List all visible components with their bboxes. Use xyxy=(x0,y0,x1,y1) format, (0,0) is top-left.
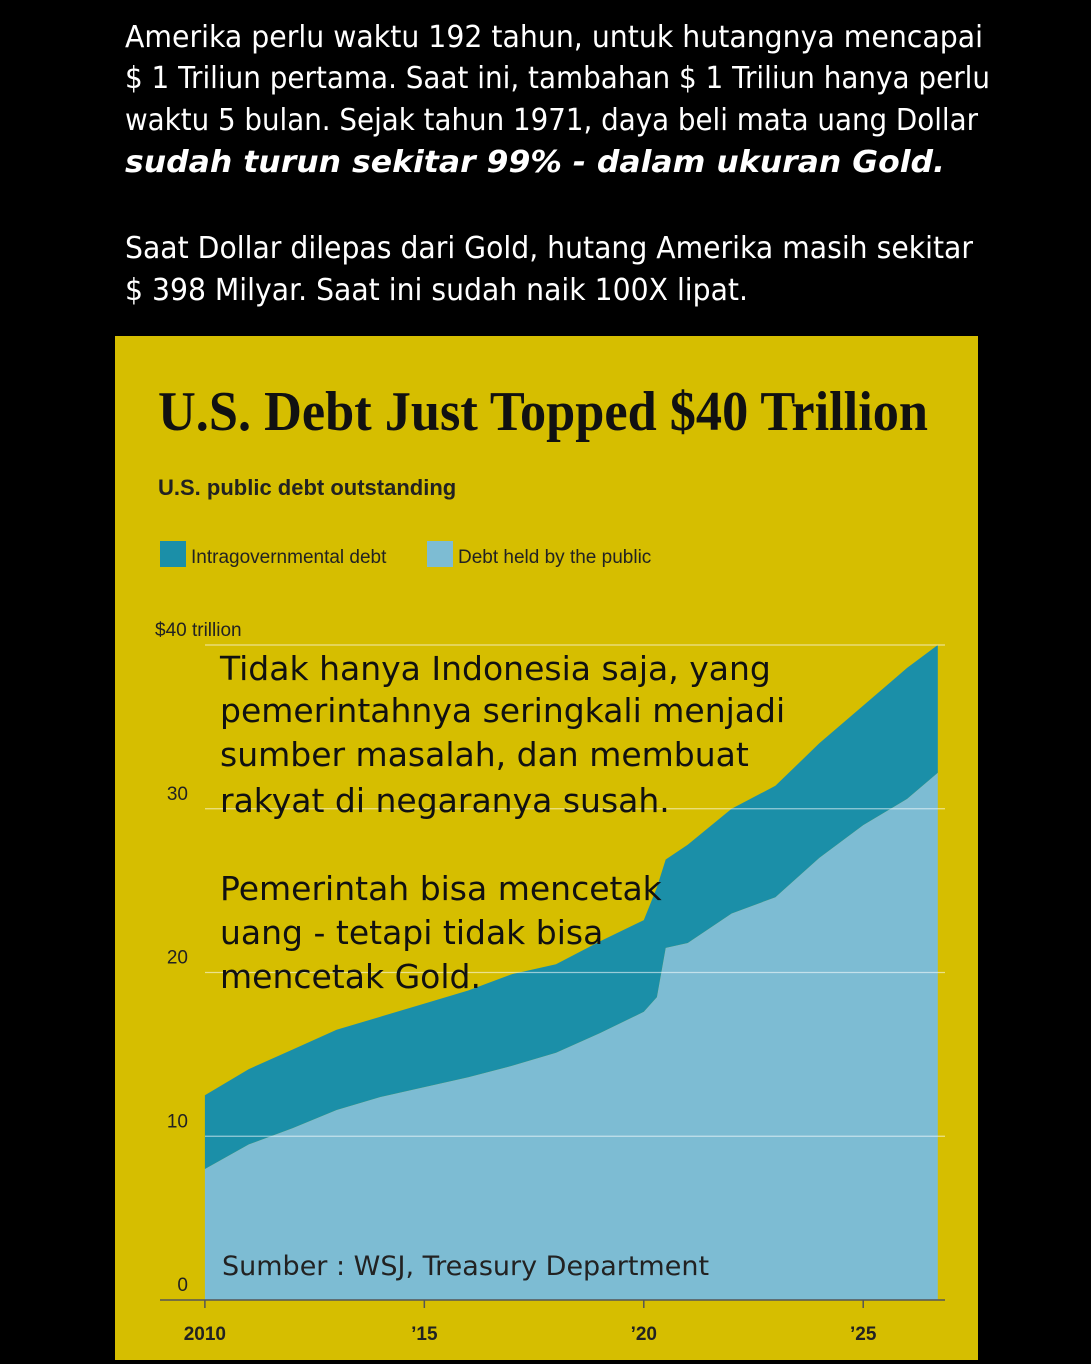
caption-line: $ 398 Milyar. Saat ini sudah naik 100X l… xyxy=(125,273,748,308)
legend-label: Intragovernmental debt xyxy=(191,547,387,568)
x-tick-label: 2010 xyxy=(184,1324,226,1345)
chart-title: U.S. Debt Just Topped $40 Trillion xyxy=(158,381,928,443)
legend-swatch xyxy=(427,541,453,567)
y-tick-label: 20 xyxy=(167,948,188,969)
plot-areas xyxy=(204,645,938,1300)
y-tick-label: 0 xyxy=(177,1275,188,1296)
x-tick-label: ’15 xyxy=(411,1324,438,1345)
legend-swatch xyxy=(160,541,186,567)
source: Sumber : WSJ, Treasury Department xyxy=(222,1251,709,1282)
annotation-line: pemerintahnya seringkali menjadi xyxy=(220,691,785,730)
annotation-line: mencetak Gold. xyxy=(220,957,481,996)
y-tick-label: $40 trillion xyxy=(155,620,242,641)
caption-line: Saat Dollar dilepas dari Gold, hutang Am… xyxy=(125,231,974,266)
annotation-line: sumber masalah, dan membuat xyxy=(220,735,749,774)
annotation-line: uang - tetapi tidak bisa xyxy=(220,913,603,952)
area xyxy=(204,772,938,1300)
x-tick-label: ’20 xyxy=(631,1324,657,1345)
annotation-line: Tidak hanya Indonesia saja, yang xyxy=(219,649,771,688)
x-tick-label: ’25 xyxy=(850,1324,877,1345)
area xyxy=(204,645,938,1169)
annotation-line: Pemerintah bisa mencetak xyxy=(220,869,663,908)
y-tick-label: 10 xyxy=(167,1111,188,1132)
chart-subtitle: U.S. public debt outstanding xyxy=(158,475,456,500)
caption-line: Amerika perlu waktu 192 tahun, untuk hut… xyxy=(125,20,983,55)
annotation-line: rakyat di negaranya susah. xyxy=(220,781,670,820)
y-tick-label: 30 xyxy=(167,784,188,805)
caption-line: $ 1 Triliun pertama. Saat ini, tambahan … xyxy=(125,61,990,96)
legend-label: Debt held by the public xyxy=(458,547,651,568)
caption-emphasis: sudah turun sekitar 99% - dalam ukuran G… xyxy=(125,145,945,180)
caption-line: waktu 5 bulan. Sejak tahun 1971, daya be… xyxy=(125,103,979,138)
